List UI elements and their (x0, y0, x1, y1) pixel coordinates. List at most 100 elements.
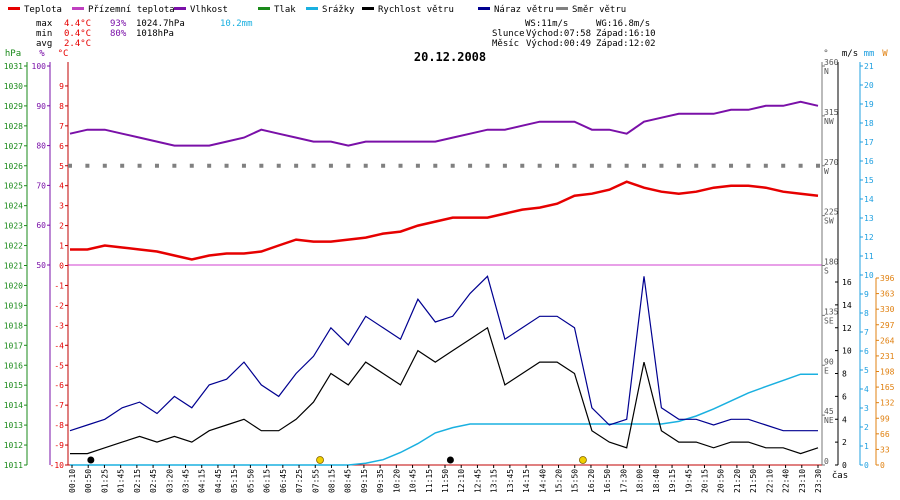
solar-tick-label: 33 (880, 445, 890, 454)
wind-tick-label: 16 (842, 278, 852, 287)
temperature-tick-label: 3 (59, 202, 64, 211)
solar-tick-label: 165 (880, 383, 895, 392)
wind-direction-point (207, 163, 212, 168)
precipitation-line (70, 373, 818, 466)
x-tick-label: 02:45 (149, 469, 158, 493)
humidity-tick-label: 80 (36, 142, 46, 151)
wind-tick-label: 2 (842, 438, 847, 447)
temperature-tick-label: -1 (54, 281, 64, 290)
pressure-tick-label: 1025 (4, 182, 23, 191)
direction-tick-label: 360 (824, 58, 839, 67)
axis-titles: hPa % °C ° m/s mm W čas (5, 49, 888, 481)
precip-tick-label: 7 (864, 328, 869, 337)
precip-tick-label: 11 (864, 252, 874, 261)
stats-max-rain: 10.2mm (220, 19, 253, 29)
temperature-tick-label: 2 (59, 222, 64, 231)
sunrise-marker (316, 456, 324, 464)
pressure-tick-label: 1013 (4, 421, 23, 430)
precip-tick-label: 18 (864, 119, 874, 128)
temperature-tick-label: 5 (59, 162, 64, 171)
wind-direction-point (607, 163, 612, 168)
wind-direction-point (642, 163, 647, 168)
wind-direction-point (224, 163, 229, 168)
wind-direction-point (311, 163, 316, 168)
x-tick-label: 10:20 (392, 469, 401, 493)
wind-tick-label: 0 (842, 461, 847, 470)
wind-direction-point (711, 163, 716, 168)
temperature-tick-label: 7 (59, 122, 64, 131)
wind-tick-label: 10 (842, 347, 852, 356)
info-wg: WG:16.8m/s (596, 19, 650, 29)
x-tick-label: 18:00 (636, 469, 645, 493)
chart-title: 20.12.2008 (414, 50, 486, 64)
pressure-tick-label: 1027 (4, 142, 23, 151)
direction-axis-title: ° (823, 49, 828, 59)
humidity-line (69, 100, 819, 147)
temperature-tick-label: -2 (54, 301, 64, 310)
wind-direction-point (450, 163, 455, 168)
wind-direction-point (729, 163, 734, 168)
wind-direction-point (259, 163, 264, 168)
x-tick-label: 21:20 (733, 469, 742, 493)
x-tick-label: 16:20 (587, 469, 596, 493)
wind-direction-point (415, 163, 420, 168)
wind-direction-point (676, 163, 681, 168)
pressure-tick-label: 1014 (4, 401, 23, 410)
x-tick-label: 10:45 (409, 469, 418, 493)
wind-direction-point (520, 163, 525, 168)
precip-tick-label: 0 (864, 461, 869, 470)
temperature-tick-label: 8 (59, 102, 64, 111)
x-tick-label: 06:15 (263, 469, 272, 493)
pressure-axis-title: hPa (5, 49, 21, 59)
direction-tick-label: 315 (824, 108, 839, 117)
moonset-marker (446, 456, 454, 464)
x-tick-label: 20:15 (700, 469, 709, 493)
wind-direction-point (398, 163, 403, 168)
wind-direction-point (241, 163, 246, 168)
x-tick-label: 04:45 (214, 469, 223, 493)
pressure-tick-label: 1017 (4, 341, 23, 350)
wind-direction-point (798, 163, 803, 168)
solar-tick-label: 363 (880, 290, 895, 299)
precip-tick-label: 13 (864, 214, 874, 223)
pressure-tick-label: 1023 (4, 222, 23, 231)
x-tick-label: 12:45 (473, 469, 482, 493)
x-tick-label: 15:50 (571, 469, 580, 493)
pressure-tick-label: 1022 (4, 242, 23, 251)
wind-speed-line (70, 326, 819, 455)
legend-label-humidity: Vlhkost (190, 5, 228, 15)
direction-tick-compass: E (824, 366, 829, 375)
humidity-tick-label: 90 (36, 102, 46, 111)
direction-tick-compass: S (824, 267, 829, 276)
stats-max-temp: 4.4°C (64, 19, 91, 29)
wind-direction-point (154, 163, 159, 168)
legend-label-ground_temperature: Přízemní teplota (88, 5, 175, 15)
humidity-axis-title: % (39, 49, 45, 59)
legend-swatch-temperature (8, 7, 20, 10)
precip-tick-label: 16 (864, 157, 874, 166)
pressure-tick-label: 1019 (4, 301, 23, 310)
wind-tick-label: 6 (842, 392, 847, 401)
temperature-tick-label: 9 (59, 82, 64, 91)
solar-tick-label: 0 (880, 461, 885, 470)
legend-label-temperature: Teplota (24, 5, 62, 15)
x-tick-label: 03:20 (165, 469, 174, 493)
wind-direction-point (485, 163, 490, 168)
temperature-tick-label: -4 (54, 341, 64, 350)
x-tick-label: 15:20 (555, 469, 564, 493)
x-tick-label: 19:15 (668, 469, 677, 493)
x-tick-label: 19:45 (684, 469, 693, 493)
x-tick-label: 21:50 (749, 469, 758, 493)
moonrise-marker (87, 456, 95, 464)
wind-direction-point (433, 163, 438, 168)
wind-direction-point (120, 163, 125, 168)
temperature-tick-label: -10 (50, 461, 65, 470)
direction-tick-compass: SE (824, 316, 834, 325)
wind-direction-point (572, 163, 577, 168)
precip-tick-label: 3 (864, 404, 869, 413)
axes: 1011101210131014101510161017101810191020… (4, 58, 895, 470)
solar-tick-label: 198 (880, 368, 895, 377)
precip-tick-label: 14 (864, 195, 874, 204)
solar-tick-label: 330 (880, 305, 895, 314)
